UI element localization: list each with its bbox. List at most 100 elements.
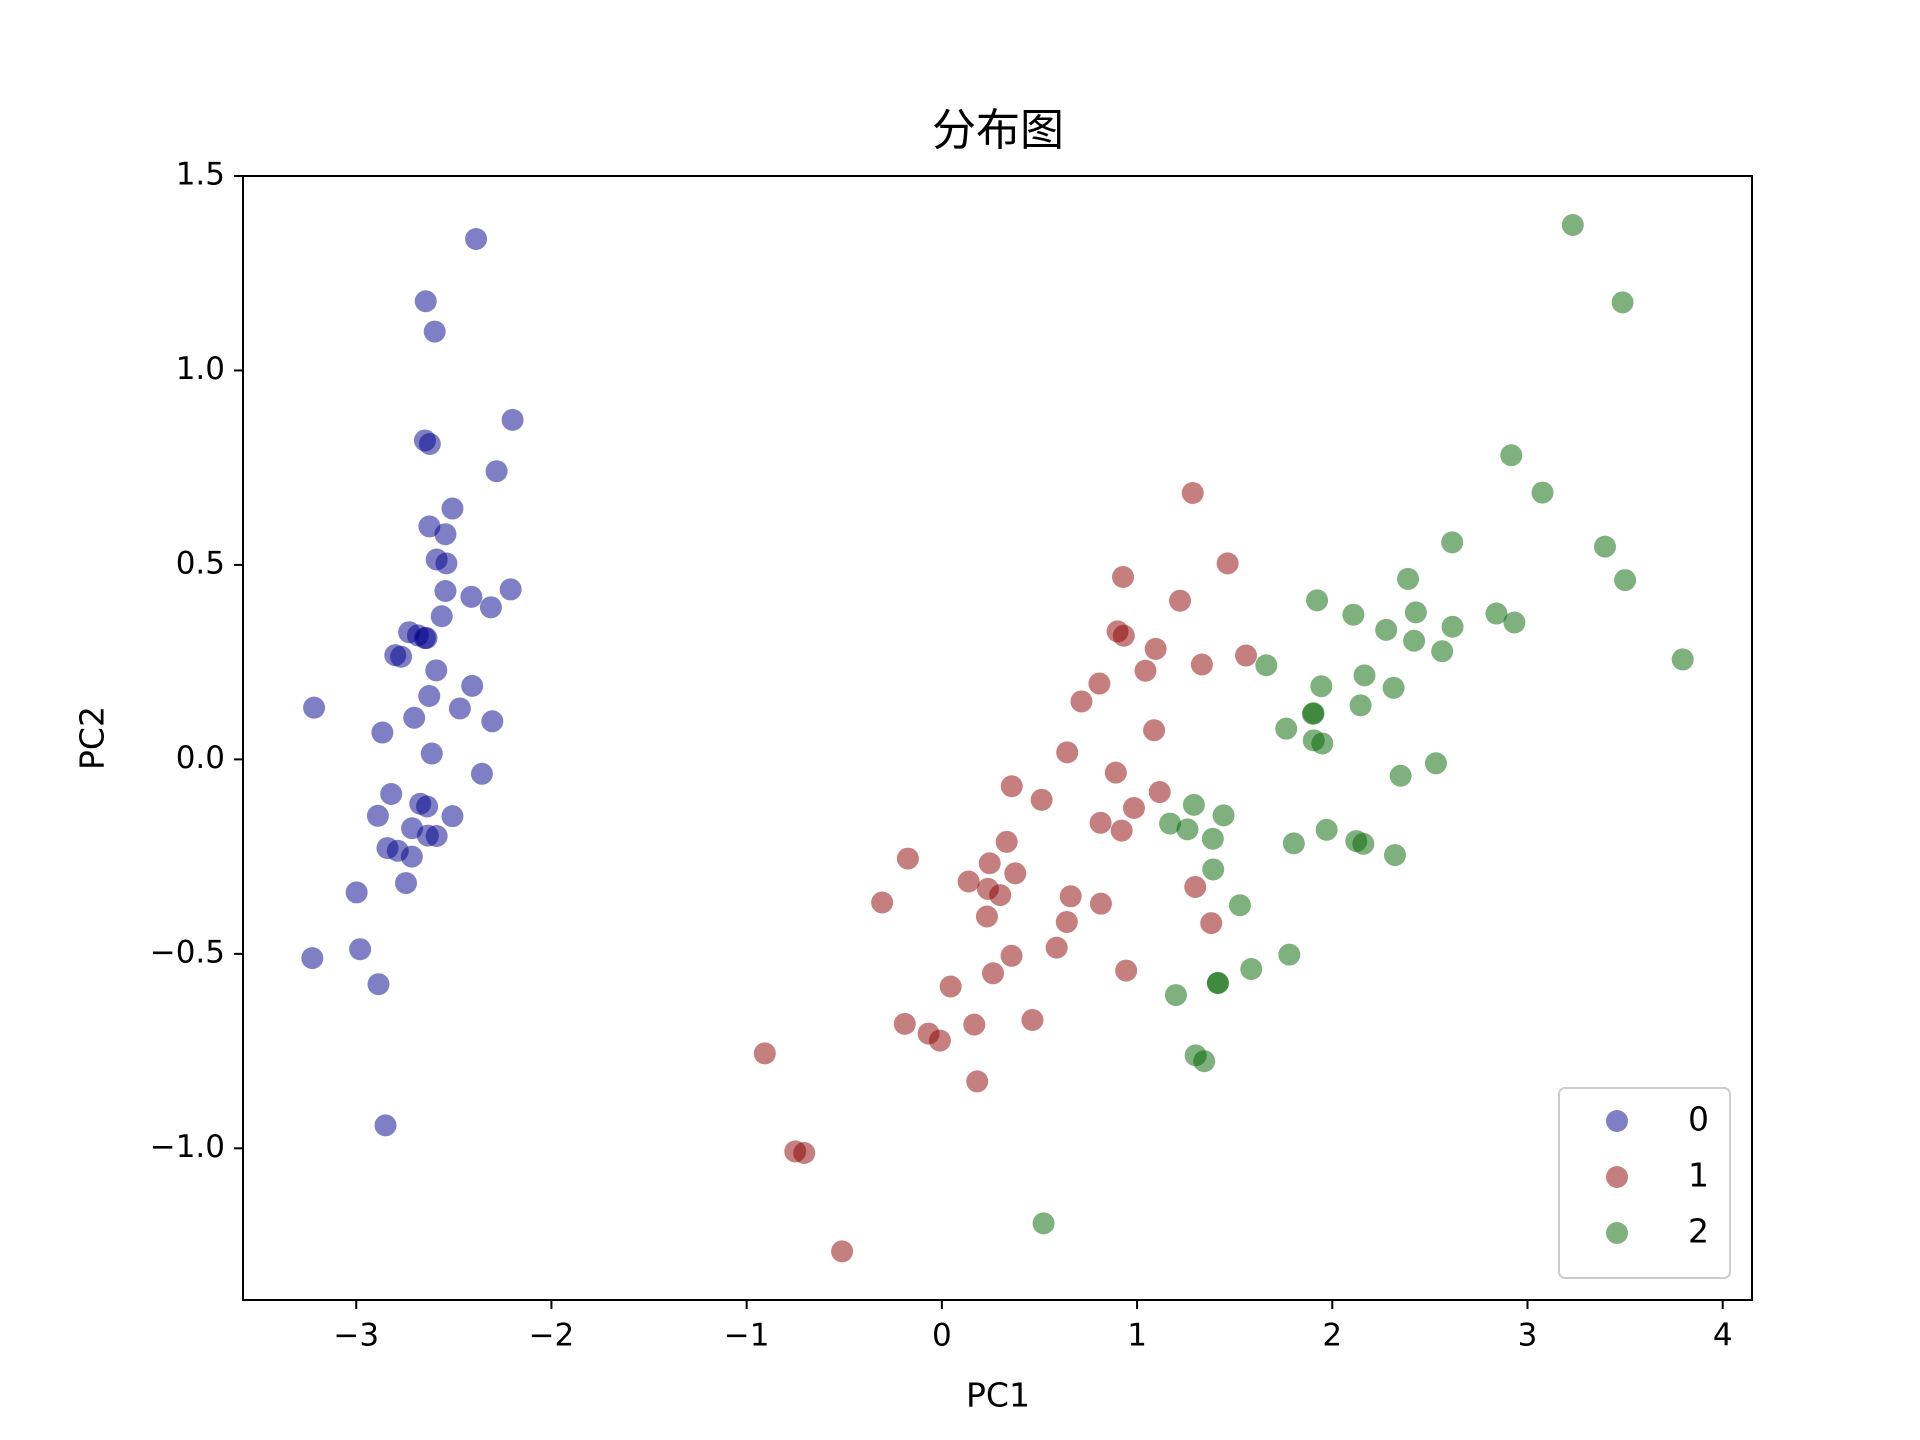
point (1301, 702, 1324, 725)
point (448, 697, 471, 720)
point (1278, 943, 1301, 966)
point (896, 847, 919, 870)
point (1184, 1044, 1207, 1067)
point (371, 721, 394, 744)
point (1531, 481, 1554, 504)
point (939, 975, 962, 998)
point (1148, 781, 1171, 804)
point (957, 870, 980, 893)
point (1310, 675, 1333, 698)
point (434, 523, 457, 546)
y-axis-label: PC2 (73, 706, 112, 770)
plot-frame (242, 175, 1753, 1301)
point (303, 696, 326, 719)
point (1059, 885, 1082, 908)
point (1004, 862, 1027, 885)
point (1202, 858, 1225, 881)
point (1306, 589, 1329, 612)
point (1181, 481, 1204, 504)
point (978, 852, 1001, 875)
point (1089, 811, 1112, 834)
point (1382, 676, 1405, 699)
point (435, 552, 458, 575)
point (1594, 535, 1617, 558)
point (403, 706, 426, 729)
point (982, 962, 1005, 985)
point (1000, 775, 1023, 798)
point (1169, 589, 1192, 612)
x-tick-label: 4 (1713, 1318, 1733, 1354)
point (415, 627, 438, 650)
point (1302, 729, 1325, 752)
legend-label: 0 (1688, 1100, 1709, 1139)
x-tick-label: 3 (1518, 1318, 1538, 1354)
point (1088, 672, 1111, 695)
point (345, 881, 368, 904)
x-tick-label: 2 (1322, 1318, 1342, 1354)
point (413, 429, 436, 452)
point (1404, 601, 1427, 624)
point (1110, 819, 1133, 842)
legend-marker (1606, 1166, 1628, 1188)
point (1375, 618, 1398, 641)
point (1353, 664, 1376, 687)
point (1200, 912, 1223, 935)
point (963, 1013, 986, 1036)
point (1182, 793, 1205, 816)
point (1397, 567, 1420, 590)
point (871, 891, 894, 914)
point (465, 228, 488, 251)
point (390, 645, 413, 668)
point (425, 659, 448, 682)
point (374, 1114, 397, 1137)
point (1431, 640, 1454, 663)
point (1403, 629, 1426, 652)
point (753, 1042, 776, 1065)
legend-marker (1606, 1110, 1628, 1132)
point (1275, 717, 1298, 740)
point (423, 320, 446, 343)
y-tick-label: −0.5 (150, 934, 225, 970)
legend-marker (1606, 1222, 1628, 1244)
point (1000, 944, 1023, 967)
point (499, 578, 522, 601)
point (366, 804, 389, 827)
point (376, 837, 399, 860)
point (418, 684, 441, 707)
point (1106, 620, 1129, 643)
x-tick-label: −3 (333, 1318, 379, 1354)
point (1112, 565, 1135, 588)
point (1201, 827, 1224, 850)
point (1255, 654, 1278, 677)
point (1342, 603, 1365, 626)
point (1500, 444, 1523, 467)
point (420, 742, 443, 765)
point (975, 905, 998, 928)
x-tick-label: −2 (529, 1318, 575, 1354)
point (1216, 552, 1239, 575)
x-tick-label: −1 (724, 1318, 770, 1354)
point (414, 290, 437, 313)
point (1240, 958, 1263, 981)
point (481, 710, 504, 733)
point (1134, 659, 1157, 682)
point (1235, 644, 1258, 667)
y-tick-label: 0.0 (176, 740, 225, 776)
point (1503, 611, 1526, 634)
point (1441, 531, 1464, 554)
x-axis-label: PC1 (966, 1376, 1030, 1415)
point (1282, 832, 1305, 855)
point (1561, 214, 1584, 237)
point (1144, 637, 1167, 660)
point (461, 674, 484, 697)
point (1143, 719, 1166, 742)
point (989, 884, 1012, 907)
point (1383, 844, 1406, 867)
y-tick-label: 1.0 (176, 351, 225, 387)
point (460, 585, 483, 608)
point (1228, 894, 1251, 917)
point (1315, 818, 1338, 841)
point (1021, 1008, 1044, 1031)
point (380, 783, 403, 806)
